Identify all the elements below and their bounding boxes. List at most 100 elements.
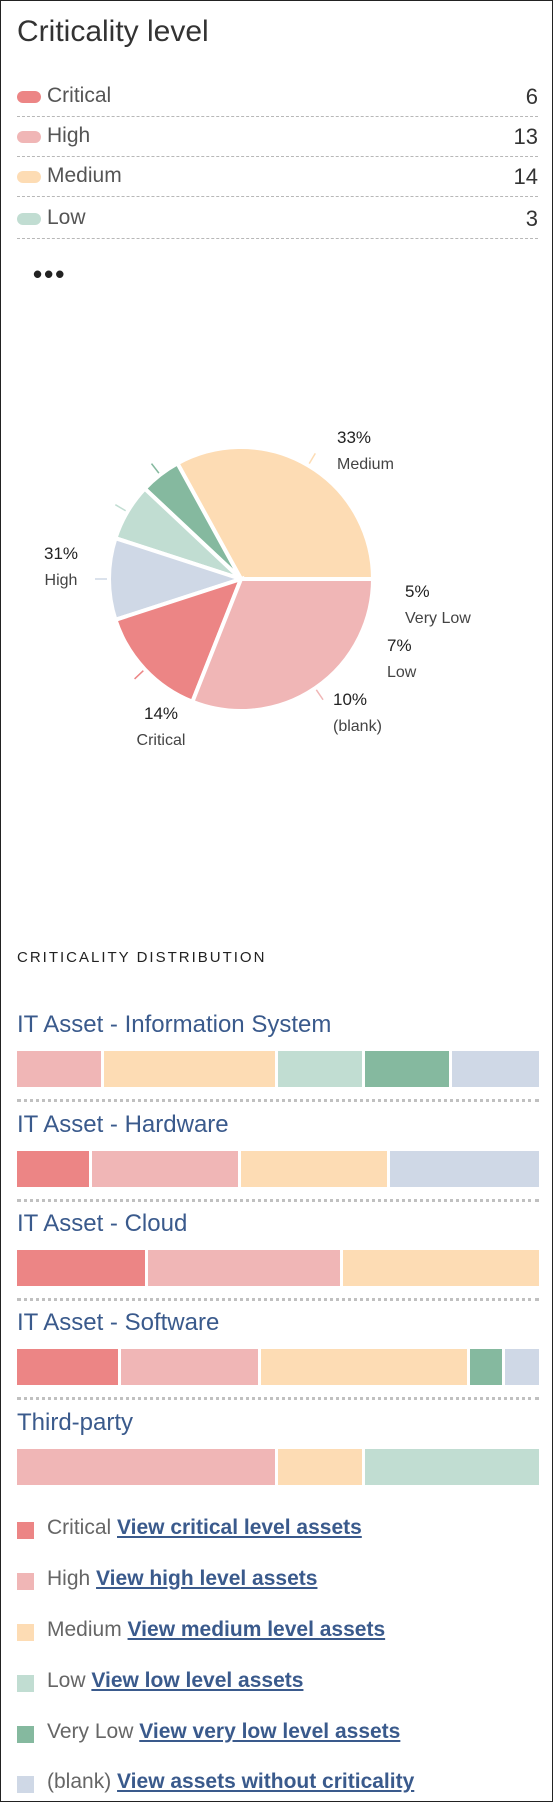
pie-percent-label: 10%: [333, 690, 367, 709]
pie-leader-line: [134, 670, 144, 680]
legend-label: Critical: [47, 84, 112, 107]
color-swatch: [17, 1522, 34, 1539]
key-label-group: (blank) View assets without criticality: [47, 1770, 414, 1794]
distribution-bar: [17, 1151, 539, 1187]
distribution-segment[interactable]: [17, 1051, 104, 1087]
distribution-segment[interactable]: [121, 1349, 261, 1385]
key-label-group: Medium View medium level assets: [47, 1618, 385, 1642]
pie-category-label: Low: [387, 664, 417, 681]
distribution-item: IT Asset - Cloud: [17, 1210, 539, 1302]
distribution-segment[interactable]: [451, 1051, 539, 1087]
high-color-pill: [17, 131, 41, 143]
pie-percent-label: 33%: [337, 428, 371, 447]
distribution-segment[interactable]: [364, 1051, 452, 1087]
key-label: Medium: [47, 1618, 122, 1641]
distribution-segment[interactable]: [240, 1151, 391, 1187]
distribution-item-name[interactable]: IT Asset - Information System: [17, 1011, 332, 1038]
distribution-segment[interactable]: [365, 1449, 539, 1485]
criticality-pie-chart: 33% Medium 5% Very Low 7% Low 10% (blank) 14% Cri…: [44, 428, 471, 749]
distribution-item: IT Asset - Software: [17, 1309, 539, 1401]
key-label-group: Low View low level assets: [47, 1669, 303, 1693]
distribution-segment[interactable]: [278, 1449, 366, 1485]
color-swatch: [17, 1573, 34, 1590]
view-assets-link[interactable]: View high level assets: [96, 1567, 318, 1590]
legend-label: Medium: [47, 164, 122, 187]
divider: [17, 1298, 539, 1301]
pie-percent-label: 31%: [44, 544, 78, 563]
key-label-group: High View high level assets: [47, 1567, 317, 1591]
divider: [17, 1397, 539, 1400]
panel-title: Criticality level: [17, 15, 209, 48]
view-assets-link[interactable]: View medium level assets: [127, 1618, 386, 1641]
distribution-segment[interactable]: [17, 1250, 148, 1286]
color-swatch: [17, 1624, 34, 1641]
distribution-item: IT Asset - Information System: [17, 1011, 539, 1103]
pie-category-label: (blank): [333, 718, 382, 735]
color-swatch: [17, 1776, 34, 1793]
view-assets-link[interactable]: View low level assets: [91, 1669, 304, 1692]
distribution-segment[interactable]: [260, 1349, 470, 1385]
critical-color-pill: [17, 91, 41, 103]
distribution-segment[interactable]: [17, 1449, 278, 1485]
distribution-segment[interactable]: [91, 1151, 241, 1187]
legend-row-low: Low 3: [17, 199, 538, 239]
distribution-segment[interactable]: [17, 1151, 92, 1187]
ellipsis-icon[interactable]: •••: [33, 259, 67, 289]
view-assets-link[interactable]: View very low level assets: [139, 1720, 401, 1743]
key-label: Low: [47, 1669, 86, 1692]
pie-leader-line: [114, 504, 127, 512]
medium-color-pill: [17, 171, 41, 183]
distribution-item: IT Asset - Hardware: [17, 1111, 539, 1203]
distribution-item-name[interactable]: IT Asset - Software: [17, 1309, 220, 1336]
divider: [17, 1099, 539, 1102]
legend-count: 3: [525, 206, 538, 231]
color-swatch: [17, 1726, 34, 1743]
legend-count: 6: [525, 84, 538, 109]
pie-percent-label: 7%: [387, 636, 412, 655]
distribution-segment[interactable]: [17, 1349, 122, 1385]
color-swatch: [17, 1675, 34, 1692]
distribution-item: Third-party: [17, 1409, 539, 1501]
key-label-group: Critical View critical level assets: [47, 1516, 362, 1540]
view-assets-link[interactable]: View assets without criticality: [117, 1770, 415, 1793]
legend-count: 14: [513, 164, 538, 189]
distribution-bar: [17, 1449, 539, 1485]
key-label: Critical: [47, 1516, 112, 1539]
distribution-segment[interactable]: [147, 1250, 344, 1286]
distribution-segment[interactable]: [277, 1051, 365, 1087]
key-label: (blank): [47, 1770, 112, 1793]
key-label: High: [47, 1567, 91, 1590]
pie-category-label: High: [45, 572, 78, 589]
pie-slice[interactable]: [112, 575, 245, 705]
distribution-heading: CRITICALITY DISTRIBUTION: [17, 949, 267, 966]
key-label: Very Low: [47, 1720, 134, 1743]
pie-leader-line: [308, 452, 316, 465]
pie-leader-line: [150, 463, 160, 474]
legend-row-critical: Critical 6: [17, 77, 538, 117]
distribution-bar: [17, 1250, 539, 1286]
pie-percent-label: 5%: [405, 582, 430, 601]
legend-row-medium: Medium 14: [17, 157, 538, 197]
pie-percent-label: 14%: [144, 704, 178, 723]
pie-category-label: Very Low: [405, 610, 471, 627]
legend-row-high: High 13: [17, 117, 538, 157]
distribution-segment[interactable]: [469, 1349, 505, 1385]
distribution-item-name[interactable]: IT Asset - Hardware: [17, 1111, 229, 1138]
low-color-pill: [17, 213, 41, 225]
distribution-bar: [17, 1349, 539, 1385]
distribution-segment[interactable]: [504, 1349, 539, 1385]
distribution-item-name[interactable]: IT Asset - Cloud: [17, 1210, 188, 1237]
divider: [17, 1199, 539, 1202]
legend-label: High: [47, 124, 91, 147]
legend-count: 13: [513, 124, 538, 149]
key-label-group: Very Low View very low level assets: [47, 1720, 400, 1744]
distribution-segment[interactable]: [390, 1151, 539, 1187]
distribution-segment[interactable]: [103, 1051, 278, 1087]
distribution-segment[interactable]: [343, 1250, 539, 1286]
distribution-item-name[interactable]: Third-party: [17, 1409, 134, 1436]
view-assets-link[interactable]: View critical level assets: [117, 1516, 362, 1539]
pie-slice[interactable]: [189, 577, 376, 713]
pie-slice[interactable]: [174, 445, 376, 581]
legend-label: Low: [47, 206, 86, 229]
